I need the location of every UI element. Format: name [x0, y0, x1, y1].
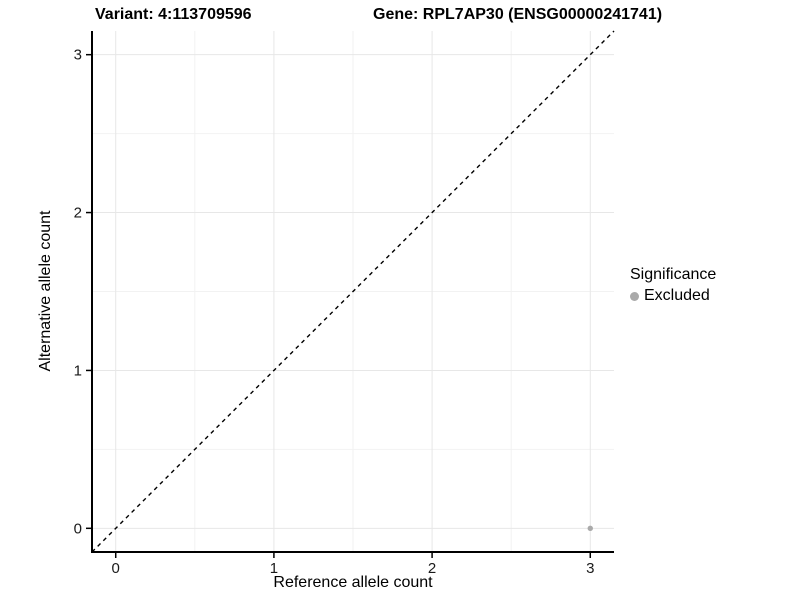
legend-title: Significance: [630, 266, 717, 283]
identity-line: [91, 30, 615, 553]
legend-items: Excluded: [630, 287, 716, 305]
legend-marker-circle-icon: [630, 291, 639, 301]
y-tick-label: 3: [74, 47, 82, 64]
plot-title-variant: Variant: 4:113709596: [95, 6, 252, 23]
x-tick-label: 3: [586, 560, 594, 577]
x-tick-label: 0: [112, 560, 120, 577]
x-tick-label: 1: [270, 560, 278, 577]
data-point: [587, 525, 593, 532]
x-axis-title: Reference allele count: [273, 574, 433, 591]
y-axis-title: Alternative allele count: [37, 210, 54, 372]
x-tick-label: 2: [428, 560, 436, 577]
y-tick-label: 1: [74, 362, 82, 379]
legend: Significance Excluded: [630, 266, 716, 305]
plot-title-gene: Gene: RPL7AP30 (ENSG00000241741): [373, 6, 663, 23]
y-tick-label: 2: [74, 205, 82, 222]
legend-item-label: Excluded: [644, 287, 710, 304]
y-tick-label: 0: [74, 520, 82, 537]
legend-item: Excluded: [630, 287, 716, 305]
